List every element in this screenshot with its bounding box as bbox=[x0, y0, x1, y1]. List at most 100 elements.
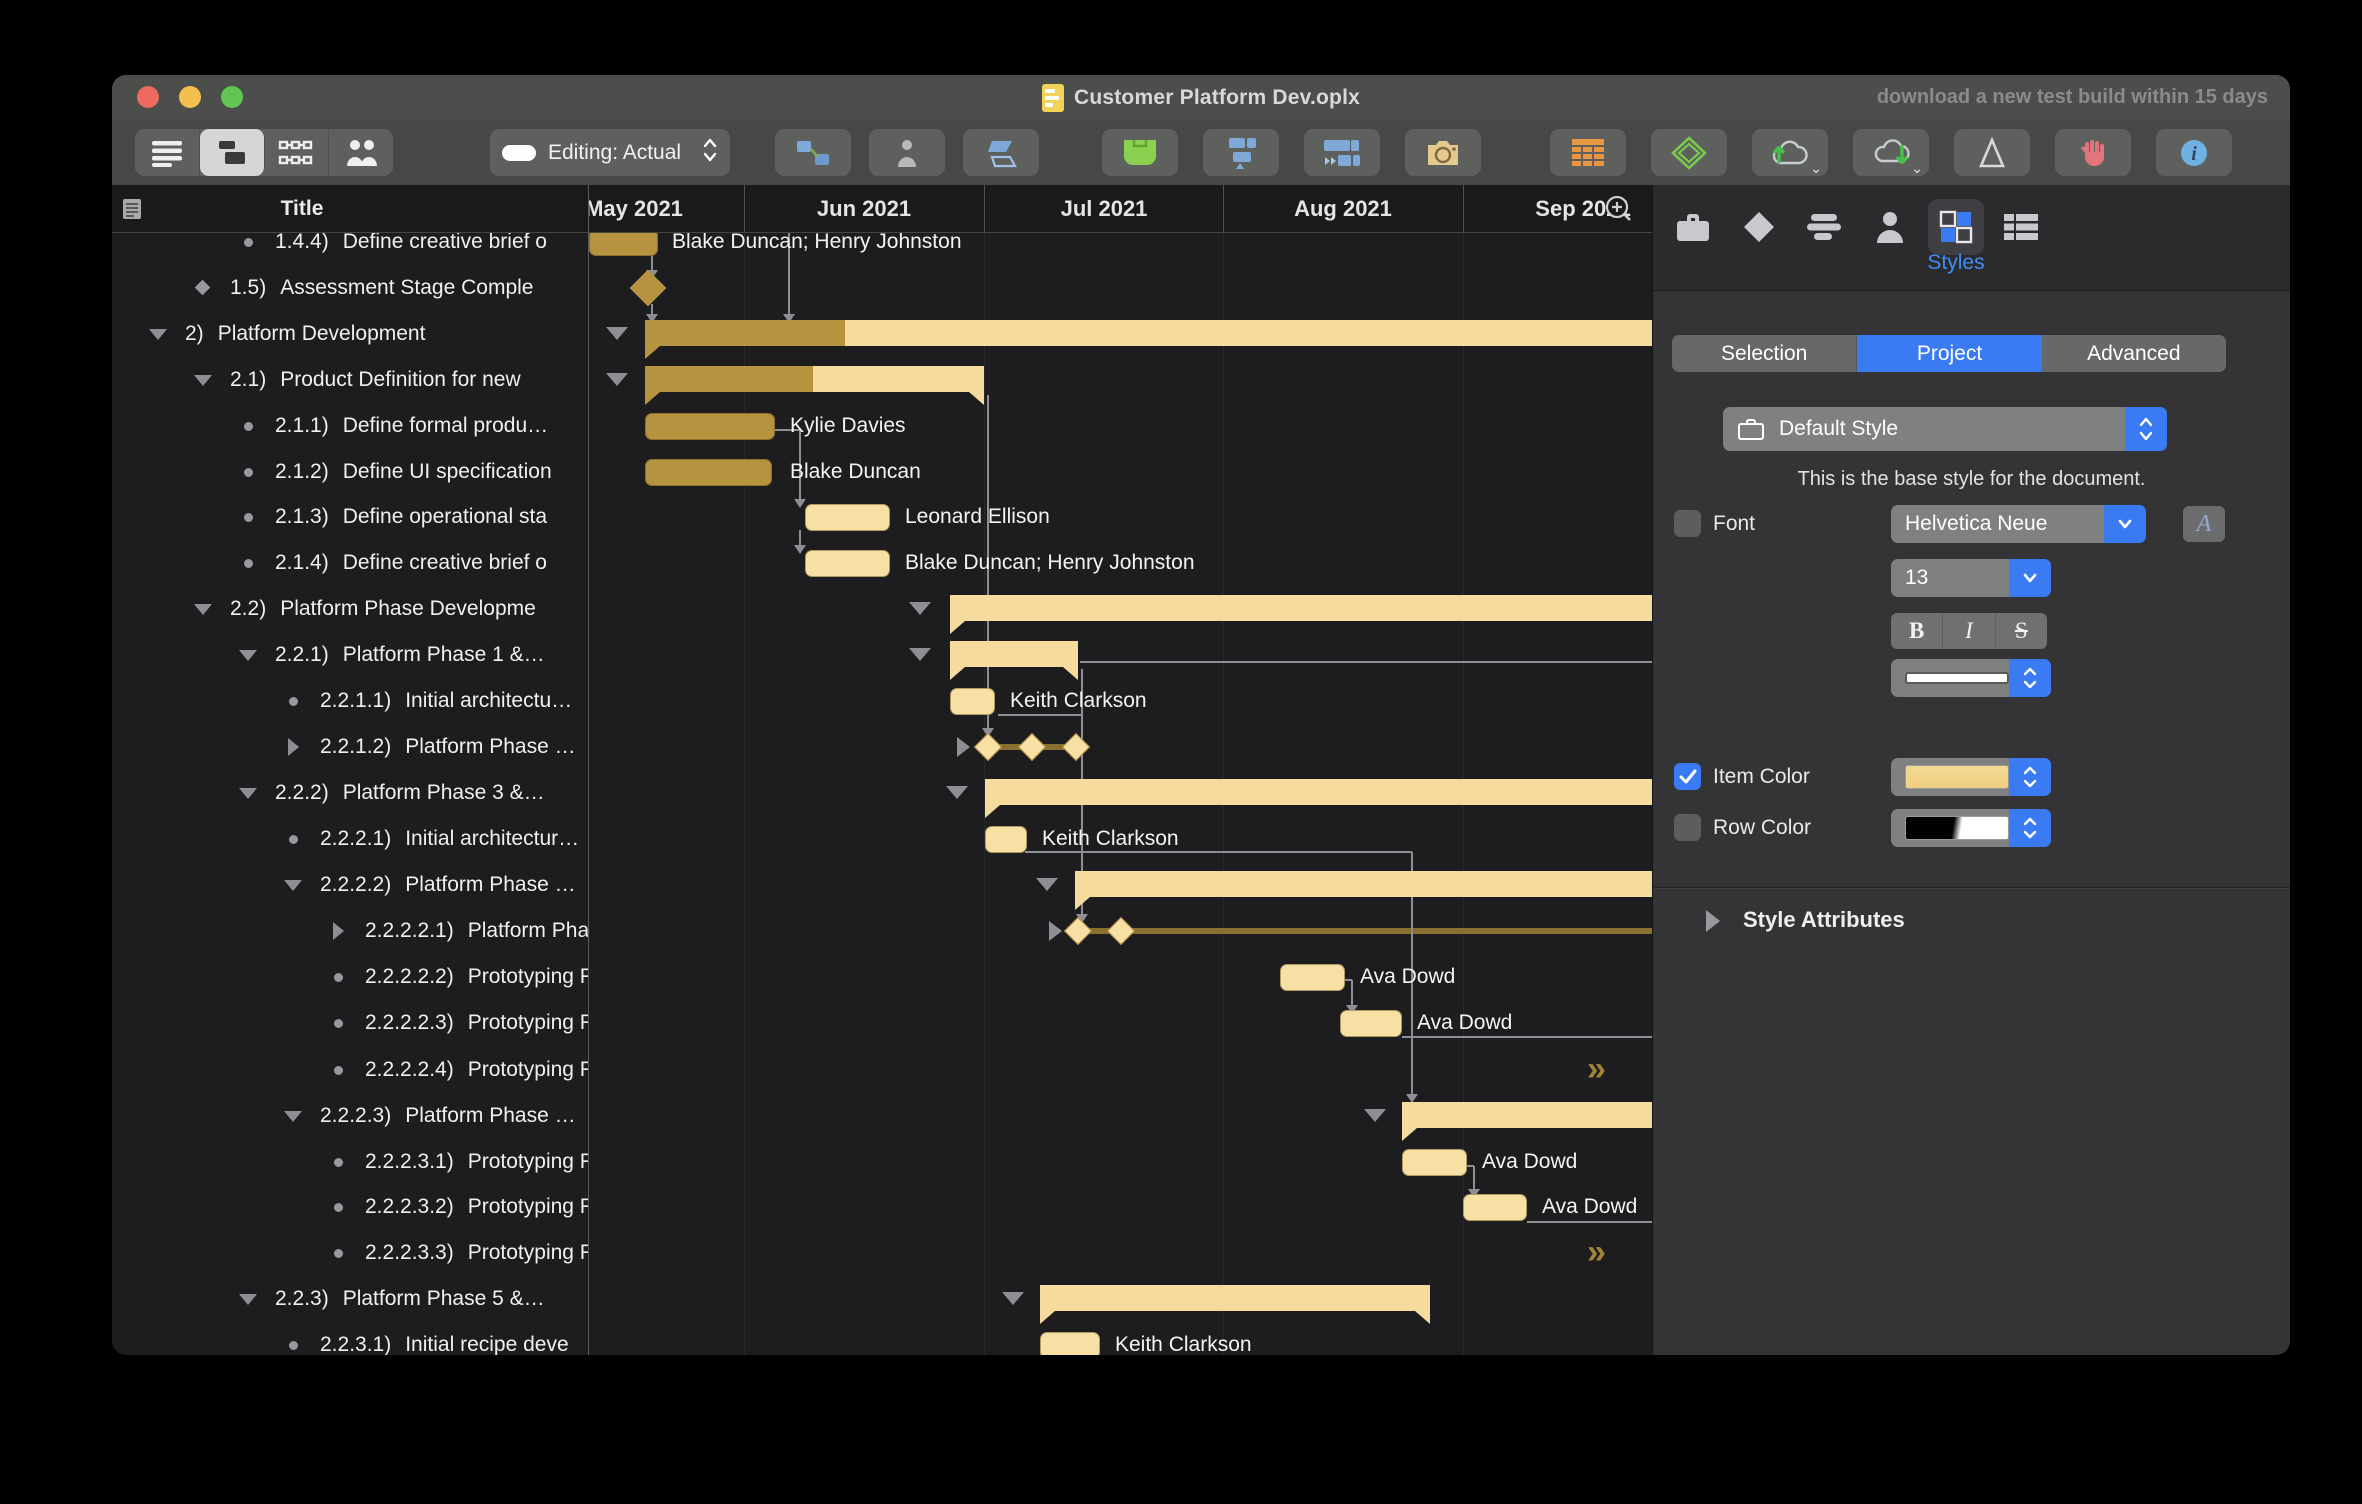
outline-row[interactable]: 1.4.4) Define creative brief o bbox=[275, 233, 547, 257]
gantt-task-bar[interactable] bbox=[1280, 964, 1345, 991]
gantt-task-bar[interactable] bbox=[1040, 1332, 1100, 1355]
gantt-task-bar[interactable] bbox=[1463, 1194, 1527, 1221]
disclosure-down-icon[interactable] bbox=[194, 375, 212, 386]
outline-row[interactable]: 2.2) Platform Phase Developme bbox=[230, 594, 536, 624]
resources-tab[interactable] bbox=[1862, 199, 1918, 255]
gantt-summary-bar[interactable] bbox=[645, 366, 984, 392]
change-tracking-button[interactable] bbox=[1954, 129, 2030, 176]
outline-row[interactable]: 2.1.4) Define creative brief o bbox=[275, 548, 547, 578]
minimize-button[interactable] bbox=[179, 86, 201, 108]
disclosure-down-icon[interactable] bbox=[239, 1294, 257, 1305]
gantt-summary-bar[interactable] bbox=[645, 320, 1652, 346]
font-size-dropdown[interactable]: 13 bbox=[1891, 559, 2051, 597]
offscreen-task-indicator[interactable]: » bbox=[1587, 1233, 1606, 1271]
disclosure-down-icon[interactable] bbox=[149, 329, 167, 340]
milestones-tab[interactable] bbox=[1731, 199, 1787, 255]
font-family-dropdown[interactable]: Helvetica Neue bbox=[1891, 505, 2146, 543]
timeline-zoom-icon[interactable] bbox=[1604, 194, 1634, 224]
custom-data-table-button[interactable] bbox=[1550, 129, 1626, 176]
line-style-dropdown[interactable] bbox=[1891, 659, 2051, 697]
gantt-summary-bar[interactable] bbox=[985, 779, 1652, 805]
disclosure-down-icon[interactable] bbox=[239, 788, 257, 799]
view-gantt-segment[interactable] bbox=[199, 129, 265, 176]
milestone-button[interactable] bbox=[1651, 129, 1727, 176]
outline-row[interactable]: 2.2.1) Platform Phase 1 &… bbox=[275, 640, 545, 670]
outline-row[interactable]: 2.2.3.1) Initial recipe deve bbox=[320, 1330, 569, 1355]
timeline-header[interactable]: May 2021 Jun 2021 Jul 2021 Aug 2021 Sep 2021 bbox=[588, 185, 1652, 233]
style-selector-dropdown[interactable]: Default Style bbox=[1723, 407, 2167, 451]
stop-hand-button[interactable] bbox=[2055, 129, 2131, 176]
gantt-milestone-diamond[interactable] bbox=[973, 732, 1003, 762]
titlebar[interactable]: Customer Platform Dev.oplx download a ne… bbox=[112, 75, 2290, 121]
gantt-disclosure-down-icon[interactable] bbox=[606, 327, 628, 340]
gantt-task-bar[interactable] bbox=[985, 826, 1027, 853]
info-button[interactable]: i bbox=[2156, 129, 2232, 176]
item-color-checkbox[interactable] bbox=[1674, 763, 1701, 790]
disclosure-down-icon[interactable] bbox=[284, 1111, 302, 1122]
style-attributes-label[interactable]: Style Attributes bbox=[1743, 907, 1905, 932]
column-splitter[interactable] bbox=[588, 185, 589, 1355]
row-color-well[interactable] bbox=[1891, 809, 2051, 847]
gantt-task-bar[interactable] bbox=[1402, 1149, 1467, 1176]
leveling-button[interactable] bbox=[1203, 129, 1279, 176]
gantt-milestone-diamond[interactable] bbox=[629, 269, 667, 307]
assign-resource-button[interactable] bbox=[869, 129, 945, 176]
connect-tasks-button[interactable] bbox=[775, 129, 851, 176]
disclosure-down-icon[interactable] bbox=[239, 650, 257, 661]
publish-cloud-up-button[interactable]: ⌄ bbox=[1752, 129, 1828, 176]
segment-selection[interactable]: Selection bbox=[1672, 335, 1858, 372]
outline-row[interactable]: 2.2.2) Platform Phase 3 &… bbox=[275, 778, 545, 808]
gantt-disclosure-down-icon[interactable] bbox=[909, 648, 931, 661]
item-color-well[interactable] bbox=[1891, 758, 2051, 796]
row-color-checkbox[interactable] bbox=[1674, 814, 1701, 841]
gantt-task-bar[interactable] bbox=[645, 459, 772, 486]
gantt-disclosure-down-icon[interactable] bbox=[1364, 1109, 1386, 1122]
gantt-milestone-diamond[interactable] bbox=[1017, 732, 1047, 762]
disclosure-right-icon[interactable] bbox=[1706, 910, 1720, 932]
update-cloud-down-button[interactable]: ⌄ bbox=[1853, 129, 1929, 176]
task-bars-tab[interactable] bbox=[1797, 199, 1853, 255]
outline-row[interactable]: 2.2.2.2.4) Prototyping F bbox=[365, 1055, 588, 1085]
disclosure-right-icon[interactable] bbox=[288, 738, 299, 756]
gantt-summary-bar[interactable] bbox=[1075, 871, 1652, 897]
disclosure-down-icon[interactable] bbox=[284, 880, 302, 891]
gantt-task-bar[interactable] bbox=[805, 550, 890, 577]
outline-row[interactable]: 2.2.2.3) Platform Phase … bbox=[320, 1101, 576, 1131]
outline-row[interactable]: 2.2.2.1) Initial architectur… bbox=[320, 824, 579, 854]
gantt-summary-bar[interactable] bbox=[950, 595, 1652, 621]
gantt-disclosure-down-icon[interactable] bbox=[606, 373, 628, 386]
strikethrough-button[interactable]: S bbox=[1995, 613, 2047, 649]
view-outline-segment[interactable] bbox=[135, 129, 200, 176]
split-task-button[interactable] bbox=[963, 129, 1039, 176]
zoom-button[interactable] bbox=[221, 86, 243, 108]
outline-row[interactable]: 2.1.2) Define UI specification bbox=[275, 457, 552, 487]
project-info-tab[interactable] bbox=[1665, 199, 1721, 255]
disclosure-right-icon[interactable] bbox=[333, 922, 344, 940]
disclosure-down-icon[interactable] bbox=[194, 604, 212, 615]
gantt-disclosure-right-icon[interactable] bbox=[1049, 921, 1062, 941]
outline-row[interactable]: 2.2.2.3.1) Prototyping F bbox=[365, 1147, 588, 1177]
custom-data-tab[interactable] bbox=[1993, 199, 2049, 255]
gantt-task-bar[interactable] bbox=[645, 413, 775, 440]
outline-row[interactable]: 2.1.1) Define formal produ… bbox=[275, 411, 548, 441]
view-network-segment[interactable] bbox=[265, 129, 330, 176]
close-button[interactable] bbox=[137, 86, 159, 108]
gantt-disclosure-down-icon[interactable] bbox=[909, 602, 931, 615]
outline-row[interactable]: 2.2.2.2) Platform Phase … bbox=[320, 870, 576, 900]
segment-advanced[interactable]: Advanced bbox=[2041, 335, 2226, 372]
gantt-milestone-diamond[interactable] bbox=[1106, 916, 1136, 946]
reschedule-button[interactable] bbox=[1304, 129, 1380, 176]
gantt-summary-bar[interactable] bbox=[1402, 1102, 1652, 1128]
gantt-task-bar[interactable] bbox=[805, 504, 890, 531]
outline-row[interactable]: 2.2.1.1) Initial architectu… bbox=[320, 686, 572, 716]
italic-button[interactable]: I bbox=[1943, 613, 1996, 649]
gantt-disclosure-down-icon[interactable] bbox=[1036, 878, 1058, 891]
font-color-button[interactable]: A bbox=[2183, 506, 2225, 542]
offscreen-task-indicator[interactable]: » bbox=[1587, 1050, 1606, 1088]
outline-row[interactable]: 2.1.3) Define operational sta bbox=[275, 502, 547, 532]
gantt-disclosure-down-icon[interactable] bbox=[946, 786, 968, 799]
outline-row[interactable]: 2.1) Product Definition for new bbox=[230, 365, 521, 395]
styles-tab[interactable] bbox=[1928, 199, 1984, 255]
outline-row[interactable]: 2.2.2.3.3) Prototyping F bbox=[365, 1238, 588, 1268]
font-checkbox[interactable] bbox=[1674, 510, 1701, 537]
